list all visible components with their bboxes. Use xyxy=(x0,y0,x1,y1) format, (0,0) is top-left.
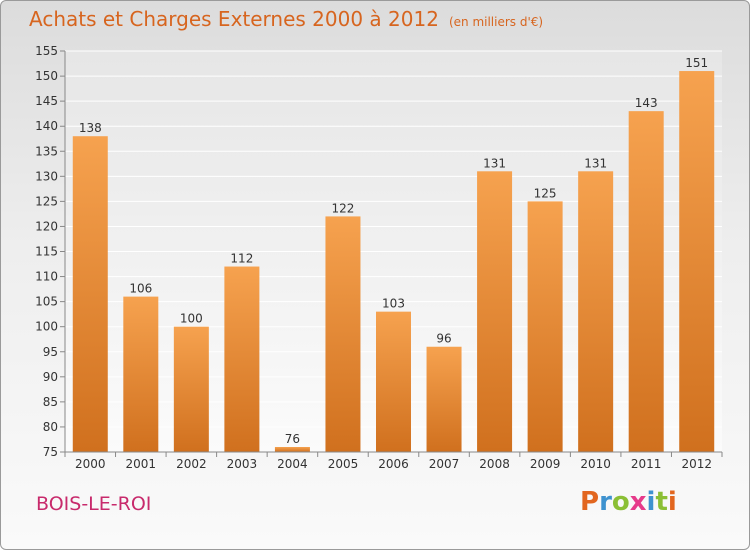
y-tick-label: 110 xyxy=(35,270,58,284)
bar-2012 xyxy=(679,71,715,453)
data-label-2004: 76 xyxy=(285,432,300,446)
y-tick-label: 100 xyxy=(35,320,58,334)
bar-2007 xyxy=(426,346,462,452)
y-tick-label: 95 xyxy=(43,345,58,359)
bar-2002 xyxy=(173,326,209,452)
bar-2004 xyxy=(274,446,310,452)
bar-2011 xyxy=(628,111,664,453)
y-tick-label: 105 xyxy=(35,295,58,309)
logo-letter: x xyxy=(629,487,647,517)
data-label-2003: 112 xyxy=(230,252,253,266)
x-tick-label-2012: 2012 xyxy=(681,457,712,471)
x-tick-label-2002: 2002 xyxy=(176,457,207,471)
y-tick-label: 130 xyxy=(35,169,58,183)
bar-2000 xyxy=(72,136,108,452)
data-label-2008: 131 xyxy=(483,156,506,170)
bar-2010 xyxy=(578,171,614,453)
logo-letter: r xyxy=(599,487,612,517)
x-tick-label-2009: 2009 xyxy=(530,457,561,471)
x-tick-label-2004: 2004 xyxy=(277,457,308,471)
bar-2003 xyxy=(224,266,260,452)
data-label-2002: 100 xyxy=(180,312,203,326)
data-label-2012: 151 xyxy=(685,56,708,70)
y-tick-label: 90 xyxy=(43,370,58,384)
chart-title: Achats et Charges Externes 2000 à 2012 (e… xyxy=(29,7,543,31)
data-label-2000: 138 xyxy=(79,121,102,135)
logo-letter: P xyxy=(580,487,600,517)
y-tick-label: 140 xyxy=(35,119,58,133)
location-name: BOIS-LE-ROI xyxy=(36,493,152,515)
bar-2005 xyxy=(325,216,361,452)
data-label-2005: 122 xyxy=(332,201,355,215)
x-tick-label-2006: 2006 xyxy=(378,457,409,471)
y-tick-label: 155 xyxy=(35,44,58,58)
chart-title-text: Achats et Charges Externes 2000 à 2012 xyxy=(29,7,439,31)
data-label-2001: 106 xyxy=(129,282,152,296)
data-label-2007: 96 xyxy=(436,332,451,346)
data-label-2009: 125 xyxy=(534,186,557,200)
x-tick-label-2011: 2011 xyxy=(631,457,662,471)
chart-subtitle: (en milliers d'€) xyxy=(448,15,544,29)
y-tick-label: 135 xyxy=(35,144,58,158)
bar-2008 xyxy=(477,171,513,453)
logo-letter: i xyxy=(667,487,677,517)
y-tick-label: 115 xyxy=(35,245,58,259)
x-tick-label-2000: 2000 xyxy=(75,457,106,471)
x-tick-label-2001: 2001 xyxy=(126,457,157,471)
bar-2006 xyxy=(376,311,411,452)
proxiti-logo: Proxiti xyxy=(580,487,677,517)
data-label-2006: 103 xyxy=(382,297,405,311)
bar-2009 xyxy=(527,201,563,452)
bar-2001 xyxy=(123,296,159,452)
logo-letter: o xyxy=(611,487,630,517)
data-label-2011: 143 xyxy=(635,96,658,110)
data-label-2010: 131 xyxy=(584,156,607,170)
y-tick-label: 85 xyxy=(43,395,58,409)
x-tick-label-2005: 2005 xyxy=(328,457,359,471)
x-tick-label-2003: 2003 xyxy=(227,457,258,471)
y-tick-label: 120 xyxy=(35,219,58,233)
y-tick-label: 145 xyxy=(35,94,58,108)
x-tick-label-2010: 2010 xyxy=(580,457,611,471)
logo-letter: t xyxy=(655,487,668,517)
y-tick-label: 80 xyxy=(43,420,58,434)
y-tick-label: 125 xyxy=(35,194,58,208)
y-tick-label: 75 xyxy=(43,445,58,459)
logo-letter: i xyxy=(646,487,656,517)
x-tick-label-2008: 2008 xyxy=(479,457,510,471)
y-tick-label: 150 xyxy=(35,69,58,83)
x-tick-label-2007: 2007 xyxy=(429,457,460,471)
